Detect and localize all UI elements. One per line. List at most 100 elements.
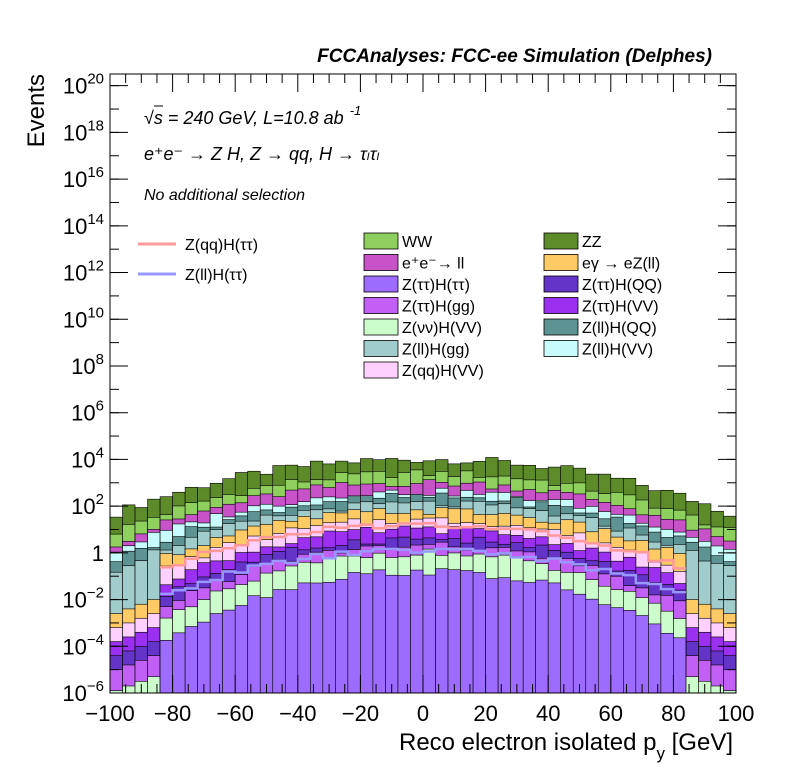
y-tick-label: 1016 xyxy=(63,164,104,192)
y-tick-exponent: 8 xyxy=(96,351,104,368)
stack-bar xyxy=(385,574,399,694)
legend-label: Z(νν)H(VV) xyxy=(402,320,482,337)
legend-label: Z(qq)H(VV) xyxy=(402,363,484,380)
y-tick-label: 104 xyxy=(71,444,104,472)
y-axis-label: Events xyxy=(23,74,50,147)
stack-bar xyxy=(259,597,274,694)
stack-bar xyxy=(172,632,186,694)
legend-label: ZZ xyxy=(582,234,602,251)
legend-label: eγ → eZ(ll) xyxy=(582,256,660,273)
legend-label: Z(ll)H(QQ) xyxy=(582,320,657,337)
energy-sup: -1 xyxy=(350,103,362,118)
x-axis-label-unit xyxy=(665,729,672,756)
y-tick-exponent: −2 xyxy=(87,585,104,602)
x-tick-label: 40 xyxy=(536,701,560,726)
energy-text: √s = 240 GeV, L=10.8 ab xyxy=(144,108,344,128)
stack-bar xyxy=(184,626,198,694)
legend-label: Z(ll)H(gg) xyxy=(402,342,470,359)
y-tick-exponent: −6 xyxy=(87,678,104,695)
legend-signal-label: Z(ll)H(ττ) xyxy=(185,267,247,284)
legend-swatch xyxy=(363,340,399,357)
y-tick-label: 1018 xyxy=(63,117,104,145)
stack-bar xyxy=(472,572,486,694)
legend-swatch xyxy=(363,361,399,379)
x-tick-label: −80 xyxy=(154,701,191,726)
legend-swatch xyxy=(363,232,399,250)
stack-bar xyxy=(410,569,424,694)
stack-bar xyxy=(372,569,386,694)
x-axis-label: Reco electron isolated py [GeV] xyxy=(399,729,733,763)
stack-bar xyxy=(723,669,737,694)
stack-bar xyxy=(322,581,336,694)
x-tick-label: 100 xyxy=(718,701,755,726)
legend-swatch xyxy=(363,318,399,336)
legend-swatch xyxy=(543,254,579,271)
stack-bar xyxy=(635,615,649,694)
legend-swatch xyxy=(543,232,579,250)
y-tick-label: 108 xyxy=(71,351,104,379)
y-axis-ticks: 10−610−410−21102104106108101010121014101… xyxy=(62,71,736,706)
process-annotation: e⁺e⁻ → Z H, Z → qq, H → τₗτₗ xyxy=(144,144,380,164)
stack-bar xyxy=(197,621,211,694)
legend-label: Z(ττ)H(QQ) xyxy=(582,277,662,294)
stack-bar xyxy=(435,568,449,694)
stack-bar xyxy=(222,609,236,694)
legend-label: e⁺e⁻→ ll xyxy=(402,256,464,273)
y-tick-base: 10 xyxy=(63,214,87,239)
stack-bar xyxy=(597,604,612,694)
stack-bar xyxy=(397,575,411,694)
y-tick-label: 10−2 xyxy=(62,585,104,613)
y-tick-label: 10−4 xyxy=(62,631,104,659)
signal-line xyxy=(160,521,686,570)
stack-bar xyxy=(209,613,223,694)
x-tick-label: −20 xyxy=(342,701,379,726)
stack-bar xyxy=(673,637,687,694)
y-tick-base: 10 xyxy=(63,261,87,286)
stack-bar xyxy=(535,579,549,694)
stack-bar xyxy=(335,579,349,694)
y-tick-exponent: 2 xyxy=(96,491,104,508)
stack-bar xyxy=(547,582,562,694)
y-tick-label: 102 xyxy=(71,491,104,519)
stack-bar xyxy=(610,607,624,694)
y-tick-base: 10 xyxy=(71,354,95,379)
stack-bar xyxy=(560,589,574,694)
stack-bar xyxy=(623,610,637,694)
stack-bar xyxy=(147,676,161,694)
legend-label: WW xyxy=(402,234,433,251)
y-tick-base: 10 xyxy=(63,167,87,192)
legend-swatch xyxy=(363,275,399,293)
y-tick-exponent: 12 xyxy=(87,258,104,275)
stack-bar xyxy=(122,685,136,694)
y-tick-exponent: 4 xyxy=(96,444,104,461)
stack-bar xyxy=(710,685,724,694)
legend-swatch xyxy=(543,275,579,293)
stack-bar xyxy=(310,582,324,694)
stack-bar xyxy=(234,605,249,694)
y-tick-base: 10 xyxy=(62,681,86,706)
stack-bar xyxy=(572,593,587,694)
y-tick-label: 1020 xyxy=(63,71,104,99)
x-axis-label-main: Reco electron isolated p xyxy=(399,729,656,756)
stack-bar xyxy=(159,640,173,694)
y-tick-base: 10 xyxy=(71,494,95,519)
stack-bar xyxy=(284,589,299,694)
x-tick-label: 80 xyxy=(661,701,685,726)
x-tick-label: −40 xyxy=(279,701,316,726)
signal-lines xyxy=(160,521,686,596)
stack-bar xyxy=(347,572,361,694)
stack-bar xyxy=(460,570,474,694)
signal-line xyxy=(160,547,686,596)
legend-label: Z(ττ)H(gg) xyxy=(402,299,475,316)
legend-swatch xyxy=(543,318,579,336)
stack-bar xyxy=(485,578,499,694)
legend-label: Z(ττ)H(ττ) xyxy=(402,277,470,294)
stack-bar xyxy=(497,577,511,694)
y-tick-label: 1 xyxy=(92,541,104,566)
x-tick-label: 60 xyxy=(599,701,623,726)
stack-bar xyxy=(510,580,524,694)
y-tick-label: 1014 xyxy=(63,211,104,239)
x-tick-label: −60 xyxy=(217,701,254,726)
legend-swatch xyxy=(363,254,399,271)
